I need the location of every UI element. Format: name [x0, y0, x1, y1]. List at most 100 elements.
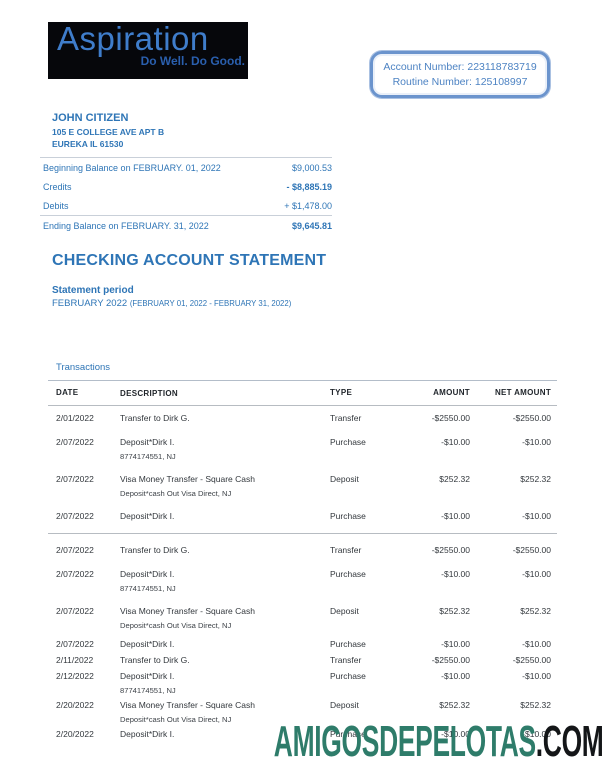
transaction-subdescription: Deposit*cash Out Visa Direct, NJ	[120, 715, 232, 724]
cell-amount: $252.32	[439, 606, 470, 616]
routing-number: Routine Number: 125108997	[392, 75, 528, 88]
balance-summary: Beginning Balance on FEBRUARY. 01, 2022 $…	[40, 157, 332, 235]
cell-description: Transfer to Dirk G.	[120, 545, 190, 555]
header-cell-net-amount: NET AMOUNT	[494, 388, 551, 397]
transaction-subdescription: Deposit*cash Out Visa Direct, NJ	[120, 488, 232, 498]
summary-amount: $9,000.53	[291, 162, 332, 173]
transactions-section: Transactions DATE DESCRIPTION TYPE AMOUNT NE…	[48, 362, 557, 743]
logo-tagline: Do Well. Do Good.	[140, 54, 245, 68]
cell-description: Transfer to Dirk G.	[120, 412, 190, 423]
transaction-row: 2/20/2022 Deposit*Dirk I. Purchase -$10.00 -…	[48, 727, 557, 743]
summary-amount: - $8,885.19	[286, 181, 332, 192]
watermark: AMIGOSDEPELOTAS.COM	[273, 717, 603, 767]
cell-net-amount: -$2550.00	[512, 545, 551, 555]
header-cell-description: DESCRIPTION	[120, 389, 178, 398]
header-cell-amount: AMOUNT	[433, 388, 470, 397]
cell-date: 2/07/2022	[56, 436, 94, 447]
cell-date: 2/07/2022	[56, 569, 94, 579]
summary-row: Beginning Balance on FEBRUARY. 01, 2022 $…	[40, 158, 332, 177]
transaction-row: 2/07/2022 Deposit*Dirk I. Purchase -$10.00 -…	[48, 504, 557, 534]
transaction-row: 2/12/2022 Deposit*Dirk I. 8774174551, NJ Pu…	[48, 669, 557, 698]
account-number: Account Number: 223118783719	[383, 60, 537, 73]
transaction-row: 2/20/2022 Visa Money Transfer - Square Ca…	[48, 698, 557, 727]
summary-amount: + $1,478.00	[284, 200, 332, 211]
transaction-row: 2/07/2022 Visa Money Transfer - Square Ca…	[48, 600, 557, 637]
summary-row: Debits + $1,478.00	[40, 196, 332, 216]
recipient-address-block: JOHN CITIZEN 105 E COLLEGE AVE APT B EUR…	[52, 111, 164, 150]
cell-net-amount: -$10.00	[522, 729, 551, 739]
transaction-row: 2/07/2022 Deposit*Dirk I. Purchase -$10.00 -…	[48, 637, 557, 653]
transaction-subdescription: 8774174551, NJ	[120, 686, 176, 695]
cell-description: Visa Money Transfer - Square Cash Deposit…	[120, 474, 330, 498]
cell-description: Deposit*Dirk I. 8774174551, NJ	[120, 437, 330, 461]
cell-net-amount: $252.32	[520, 473, 551, 484]
transaction-subdescription: Deposit*cash Out Visa Direct, NJ	[120, 621, 232, 630]
cell-description: Deposit*Dirk I.	[120, 639, 175, 649]
transactions-table-header: DATE DESCRIPTION TYPE AMOUNT NET AMOUNT	[48, 381, 557, 406]
cell-type: Purchase	[330, 569, 366, 579]
transaction-row: 2/11/2022 Transfer to Dirk G. Transfer -$25…	[48, 653, 557, 669]
cell-date: 2/12/2022	[56, 671, 94, 681]
transaction-row: 2/07/2022 Transfer to Dirk G. Transfer -$25…	[48, 539, 557, 563]
transaction-row: 2/07/2022 Deposit*Dirk I. 8774174551, NJ Pu…	[48, 563, 557, 600]
summary-label: Ending Balance on FEBRUARY. 31, 2022	[43, 220, 209, 231]
cell-description: Visa Money Transfer - Square Cash Deposit…	[120, 606, 330, 630]
cell-type: Purchase	[330, 639, 366, 649]
cell-date: 2/07/2022	[56, 473, 94, 484]
logo-wordmark: Aspiration	[57, 20, 209, 57]
recipient-address-line-1: 105 E COLLEGE AVE APT B	[52, 127, 165, 137]
cell-description: Deposit*Dirk I. 8774174551, NJ	[120, 671, 330, 695]
cell-description: Deposit*Dirk I.	[120, 510, 175, 521]
statement-period: Statement period FEBRUARY 2022 (FEBRUARY…	[52, 284, 291, 310]
transaction-subdescription: 8774174551, NJ	[120, 451, 176, 461]
summary-row: Ending Balance on FEBRUARY. 31, 2022 $9,6…	[40, 216, 332, 235]
cell-net-amount: -$2550.00	[512, 655, 551, 665]
period-month: FEBRUARY 2022	[52, 298, 128, 309]
cell-description: Visa Money Transfer - Square Cash Deposit…	[120, 700, 330, 724]
cell-amount: -$2550.00	[431, 545, 470, 555]
account-info-box: Account Number: 223118783719 Routine Num…	[370, 51, 550, 98]
transactions-section-label: Transactions	[48, 362, 557, 381]
cell-description: Deposit*Dirk I. 8774174551, NJ	[120, 569, 330, 593]
cell-amount: -$10.00	[441, 671, 470, 681]
cell-type: Purchase	[330, 436, 366, 447]
recipient-address-line-2: EUREKA IL 61530	[52, 139, 124, 149]
cell-type: Deposit	[330, 473, 359, 484]
recipient-name: JOHN CITIZEN	[52, 112, 129, 124]
cell-type: Deposit	[330, 700, 359, 710]
cell-type: Deposit	[330, 606, 359, 616]
cell-date: 2/20/2022	[56, 729, 94, 739]
watermark-suffix: .COM	[535, 717, 603, 766]
transaction-subdescription: 8774174551, NJ	[120, 584, 176, 593]
cell-net-amount: -$2550.00	[512, 412, 551, 423]
cell-amount: -$10.00	[441, 729, 470, 739]
cell-type: Transfer	[330, 545, 362, 555]
summary-row: Credits - $8,885.19	[40, 177, 332, 196]
statement-period-label: Statement period	[52, 285, 134, 296]
transactions-table: 2/01/2022 Transfer to Dirk G. Transfer -$25…	[48, 406, 557, 743]
cell-date: 2/07/2022	[56, 639, 94, 649]
watermark-main: AMIGOSDEPELOTAS	[273, 717, 536, 766]
cell-date: 2/07/2022	[56, 545, 94, 555]
cell-net-amount: -$10.00	[522, 639, 551, 649]
cell-description: Transfer to Dirk G.	[120, 655, 190, 665]
cell-type: Purchase	[330, 671, 366, 681]
summary-label: Credits	[43, 181, 72, 192]
cell-net-amount: -$10.00	[522, 436, 551, 447]
cell-amount: -$10.00	[441, 639, 470, 649]
cell-amount: $252.32	[439, 473, 470, 484]
header-cell-type: TYPE	[330, 388, 353, 397]
cell-net-amount: -$10.00	[522, 510, 551, 521]
cell-type: Transfer	[330, 655, 362, 665]
cell-type: Purchase	[330, 510, 366, 521]
cell-net-amount: $252.32	[520, 700, 551, 710]
cell-type: Transfer	[330, 412, 362, 423]
cell-amount: -$10.00	[441, 436, 470, 447]
statement-title: CHECKING ACCOUNT STATEMENT	[52, 252, 327, 269]
cell-date: 2/20/2022	[56, 700, 94, 710]
period-date-range: (FEBRUARY 01, 2022 - FEBRUARY 31, 2022)	[129, 299, 292, 308]
aspiration-logo: Aspiration Do Well. Do Good.	[48, 20, 248, 79]
cell-date: 2/01/2022	[56, 412, 94, 423]
cell-description: Deposit*Dirk I.	[120, 729, 175, 739]
